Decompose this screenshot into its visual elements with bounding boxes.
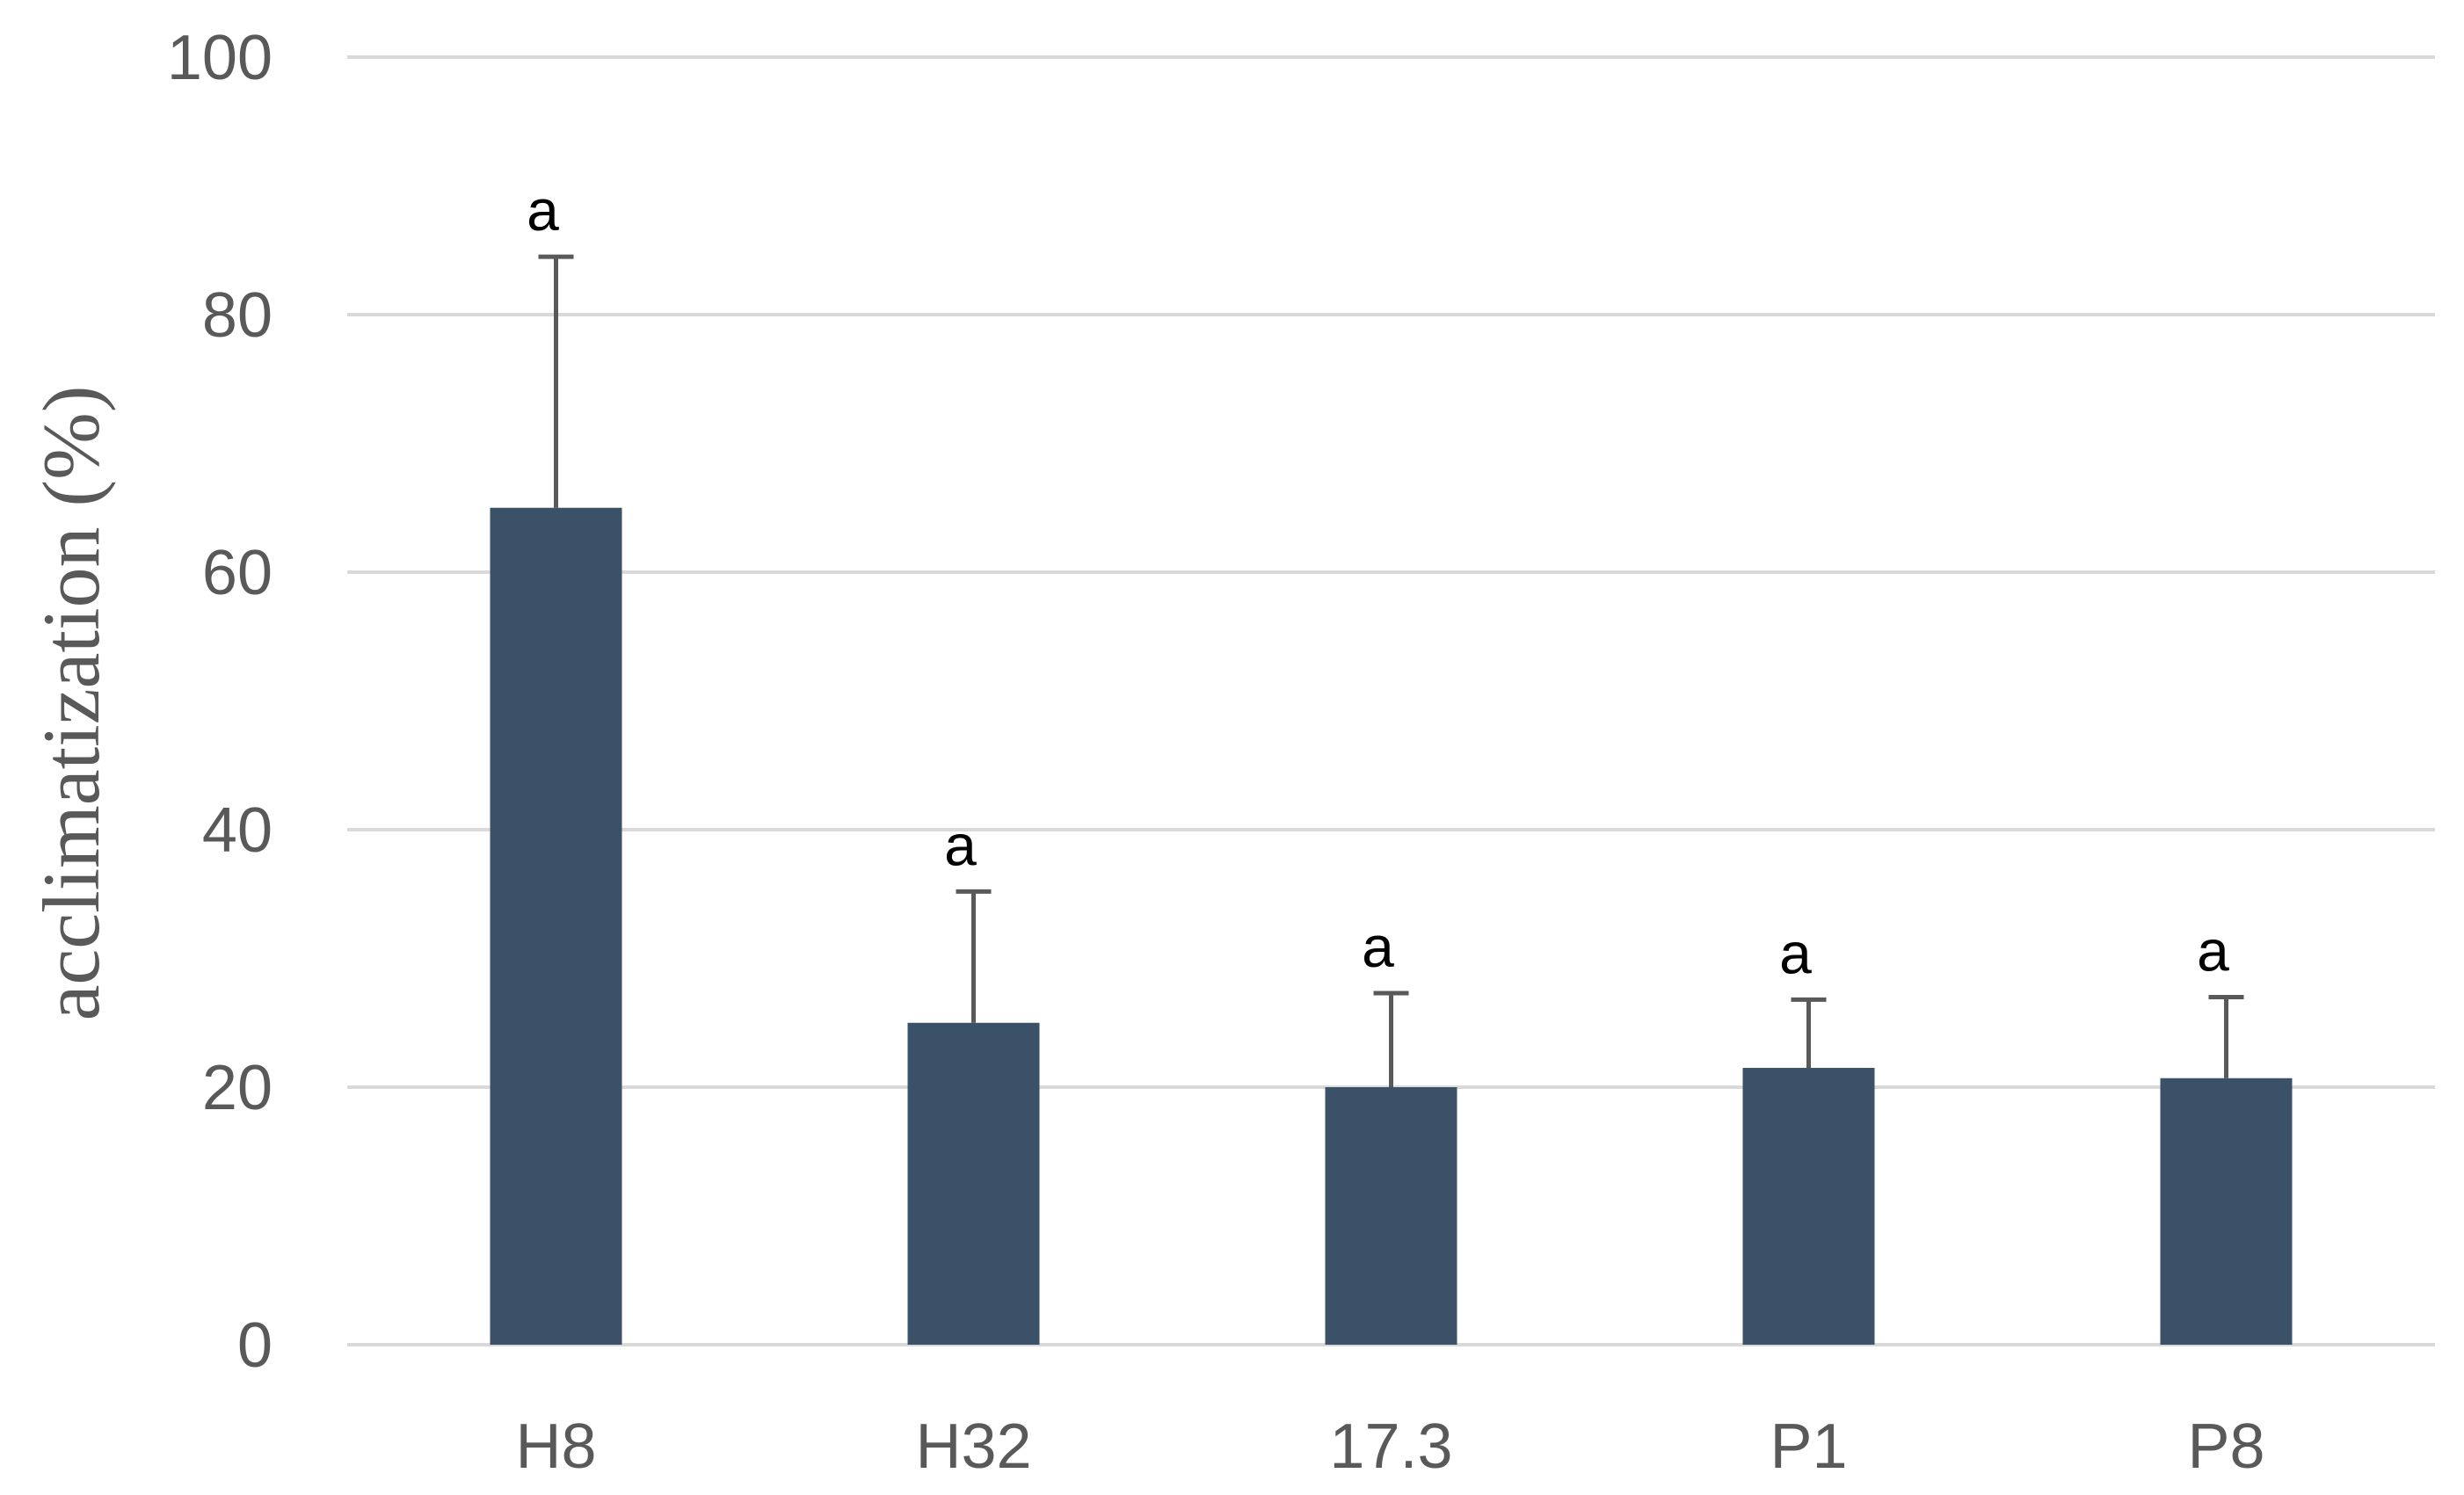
significance-letters: a a a a a	[527, 178, 2229, 985]
bar	[490, 507, 622, 1345]
x-tick-label: P8	[2187, 1412, 2264, 1482]
y-tick-label: 0	[237, 1310, 273, 1381]
bar	[1325, 1087, 1457, 1345]
y-tick-label: 20	[202, 1053, 273, 1123]
y-tick-label: 100	[167, 23, 273, 93]
bar	[907, 1022, 1040, 1345]
gridlines	[347, 55, 2435, 1346]
x-tick-label: P1	[1770, 1412, 1847, 1482]
x-tick-label: H8	[515, 1412, 596, 1482]
bars	[490, 507, 2293, 1345]
y-tick-label: 40	[202, 795, 273, 866]
x-tick-label: 17.3	[1329, 1412, 1452, 1482]
y-axis-ticks: 0 20 40 60 80 100	[167, 23, 273, 1381]
x-tick-label: H32	[915, 1412, 1031, 1482]
significance-letter: a	[527, 178, 559, 243]
significance-letter: a	[1779, 920, 1812, 985]
significance-letter: a	[2197, 918, 2229, 983]
y-tick-label: 80	[202, 280, 273, 351]
error-bars	[538, 254, 2244, 1087]
y-axis-label: acclimatization (%)	[26, 386, 116, 1021]
bar	[2160, 1078, 2293, 1345]
significance-letter: a	[944, 812, 977, 877]
significance-letter: a	[1362, 914, 1394, 979]
bar	[1742, 1068, 1875, 1345]
x-axis-ticks: H8 H32 17.3 P1 P8	[515, 1412, 2264, 1482]
y-tick-label: 60	[202, 538, 273, 608]
